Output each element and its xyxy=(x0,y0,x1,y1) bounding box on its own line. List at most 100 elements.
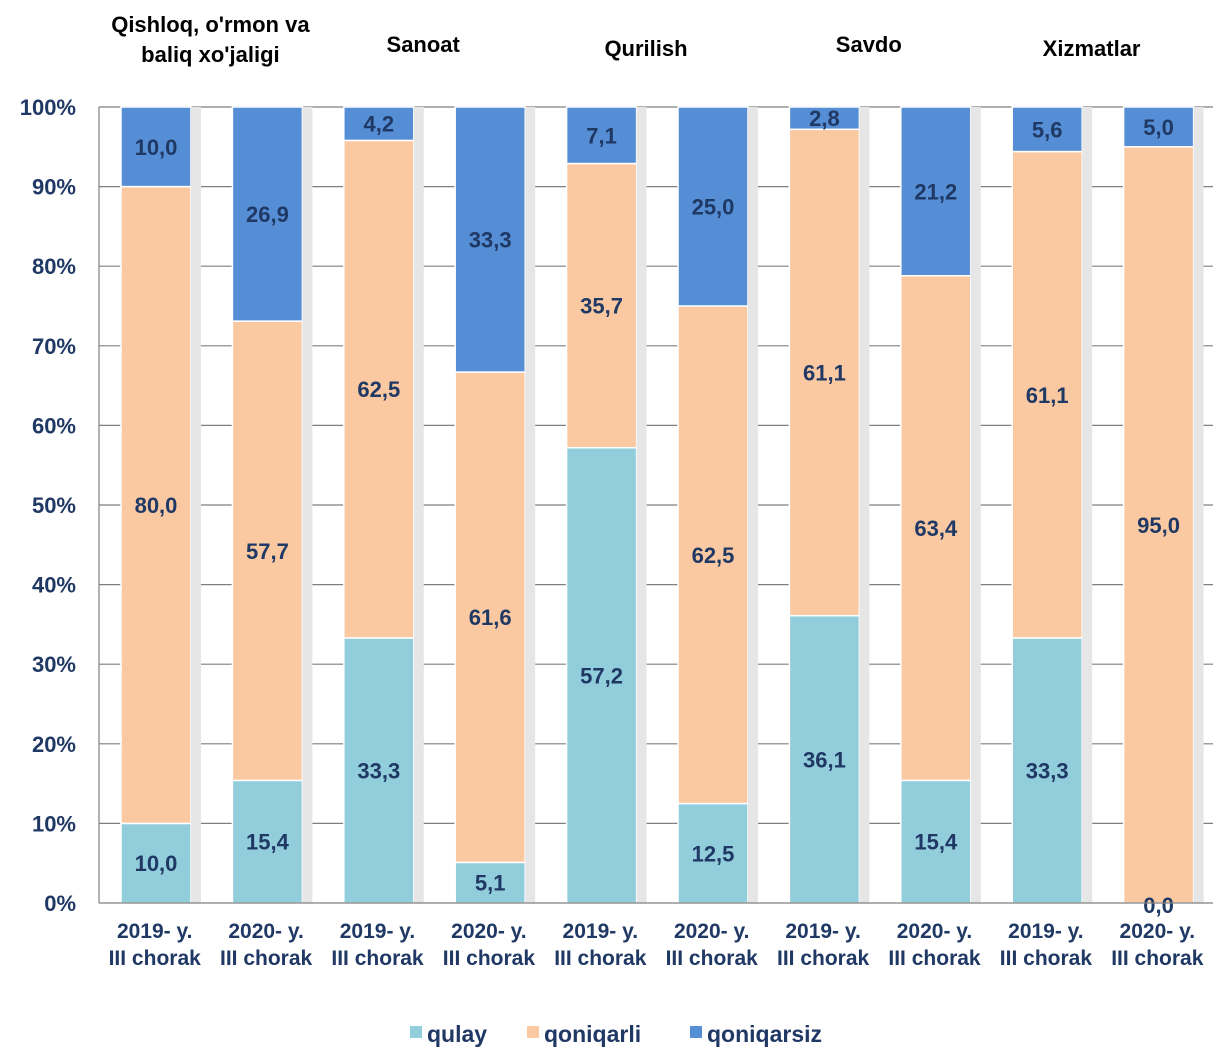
bar-segment-qoniqarsiz xyxy=(677,106,749,307)
x-tick-label: 2019- y. xyxy=(563,920,639,943)
data-label-qoniqarsiz: 5,0 xyxy=(1143,115,1174,140)
bar-segment-qoniqarsiz xyxy=(343,106,415,142)
axes: 0% 10% 20% 30% 40% 50% 60% 70% 80% 90% 100% 2019- y… xyxy=(20,95,1213,970)
y-tick-label: 0% xyxy=(44,891,76,916)
legend-swatch-qoniqarsiz xyxy=(690,1026,702,1038)
legend-label-qoniqarsiz: qoniqarsiz xyxy=(707,1021,822,1047)
y-tick-label: 90% xyxy=(32,175,76,200)
bars xyxy=(120,106,1204,904)
data-label-qoniqarli: 95,0 xyxy=(1137,513,1180,538)
bar-shadow xyxy=(636,107,647,903)
data-label-qulay: 15,4 xyxy=(246,830,290,855)
bar-segment-qoniqarli xyxy=(565,162,638,449)
data-label-qulay: 33,3 xyxy=(357,758,400,783)
bar-shadow xyxy=(525,107,536,903)
group-title: Sanoat xyxy=(387,32,461,57)
data-label-qulay: 0,0 xyxy=(1143,893,1174,918)
x-tick-label: 2020- y. xyxy=(451,920,527,943)
y-tick-label: 10% xyxy=(32,811,76,836)
bar-segment-qoniqarli xyxy=(900,275,972,782)
x-tick-label: III chorak xyxy=(666,947,759,970)
x-tick-label: III chorak xyxy=(220,947,313,970)
bar-shadow xyxy=(970,107,981,903)
group-title: Xizmatlar xyxy=(1043,36,1141,61)
data-label-qoniqarsiz: 33,3 xyxy=(469,228,512,253)
y-tick-label: 60% xyxy=(32,413,76,438)
data-label-qoniqarsiz: 2,8 xyxy=(809,106,840,131)
bar-segment-qoniqarli xyxy=(454,371,526,864)
bar-segment-qulay xyxy=(677,802,749,904)
y-tick-label: 70% xyxy=(32,334,76,359)
group-title: baliq xo'jaligi xyxy=(141,42,279,67)
data-label-qoniqarli: 63,4 xyxy=(914,516,958,541)
x-tick-label: III chorak xyxy=(331,947,424,970)
group-title: Savdo xyxy=(836,32,902,57)
data-label-qoniqarli: 80,0 xyxy=(135,493,178,518)
y-tick-label: 30% xyxy=(32,652,76,677)
x-tick-label: 2019- y. xyxy=(785,920,861,943)
group-title: Qurilish xyxy=(604,36,687,61)
bar-segment-qulay xyxy=(900,779,972,904)
data-label-qoniqarsiz: 4,2 xyxy=(364,112,395,137)
data-label-qoniqarli: 62,5 xyxy=(692,543,735,568)
bar-shadow xyxy=(748,107,758,903)
bar-shadow xyxy=(191,107,201,903)
x-tick-label: 2020- y. xyxy=(897,920,973,943)
data-label-qoniqarsiz: 5,6 xyxy=(1032,117,1063,142)
bar-segment-qoniqarli xyxy=(120,185,192,825)
bar-segment-qoniqarli xyxy=(231,320,304,782)
data-label-qoniqarli: 61,1 xyxy=(1026,383,1069,408)
bar-shadow xyxy=(413,107,424,903)
x-tick-label: III chorak xyxy=(1000,947,1093,970)
x-tick-label: 2020- y. xyxy=(228,920,304,943)
data-label-qoniqarsiz: 26,9 xyxy=(246,202,289,227)
x-tick-label: III chorak xyxy=(443,947,536,970)
data-label-qulay: 57,2 xyxy=(580,663,623,688)
legend-swatch-qulay xyxy=(410,1026,422,1038)
data-label-qoniqarli: 61,1 xyxy=(803,360,846,385)
y-tick-label: 20% xyxy=(32,732,76,757)
y-tick-label: 40% xyxy=(32,573,76,598)
bar-segment-qoniqarsiz xyxy=(454,106,526,373)
bar-segment-qoniqarli xyxy=(788,128,861,617)
bar-segment-qoniqarsiz xyxy=(120,106,192,188)
y-tick-label: 80% xyxy=(32,254,76,279)
data-labels: 10,0 80,0 10,0 15,4 57,7 26,9 33,3 62,5 4,2 5,1 61… xyxy=(135,106,1180,918)
bar-segment-qoniqarsiz xyxy=(900,106,972,277)
y-tick-label: 50% xyxy=(32,493,76,518)
legend-label-qoniqarli: qoniqarli xyxy=(544,1021,641,1047)
data-label-qulay: 36,1 xyxy=(803,747,846,772)
data-label-qoniqarsiz: 7,1 xyxy=(586,123,617,148)
x-tick-label: 2020- y. xyxy=(674,920,750,943)
data-label-qulay: 33,3 xyxy=(1026,758,1069,783)
x-tick-label: 2019- y. xyxy=(117,920,193,943)
data-label-qoniqarli: 35,7 xyxy=(580,294,623,319)
x-tick-label: III chorak xyxy=(777,947,870,970)
legend-label-qulay: qulay xyxy=(427,1021,487,1047)
bar-segment-qulay xyxy=(565,446,638,904)
data-label-qoniqarsiz: 25,0 xyxy=(692,195,735,220)
data-label-qoniqarli: 62,5 xyxy=(357,377,400,402)
bar-shadow xyxy=(1193,107,1204,903)
bar-segment-qoniqarsiz xyxy=(231,106,304,322)
bar-segment-qoniqarsiz xyxy=(1122,106,1195,148)
bar-segment-qoniqarsiz xyxy=(1011,106,1083,153)
data-label-qulay: 15,4 xyxy=(914,830,958,855)
x-tick-label: III chorak xyxy=(1111,947,1204,970)
bar-shadow xyxy=(302,107,313,903)
legend-swatch-qoniqarli xyxy=(527,1026,539,1038)
data-label-qoniqarsiz: 10,0 xyxy=(135,135,178,160)
data-label-qoniqarli: 61,6 xyxy=(469,605,512,630)
x-tick-label: III chorak xyxy=(888,947,981,970)
group-titles: Qishloq, o'rmon va baliq xo'jaligi Sanoat Q… xyxy=(111,12,1141,67)
x-tick-label: 2020- y. xyxy=(1120,920,1196,943)
bar-segment-qoniqarsiz xyxy=(565,106,638,165)
bar-shadow xyxy=(859,107,870,903)
group-title: Qishloq, o'rmon va xyxy=(111,12,310,37)
x-tick-label: 2019- y. xyxy=(340,920,416,943)
data-label-qulay: 12,5 xyxy=(692,841,735,866)
legend: qulay qoniqarli qoniqarsiz xyxy=(410,1021,822,1047)
bar-segment-qulay xyxy=(231,779,304,904)
x-tick-label: III chorak xyxy=(109,947,202,970)
